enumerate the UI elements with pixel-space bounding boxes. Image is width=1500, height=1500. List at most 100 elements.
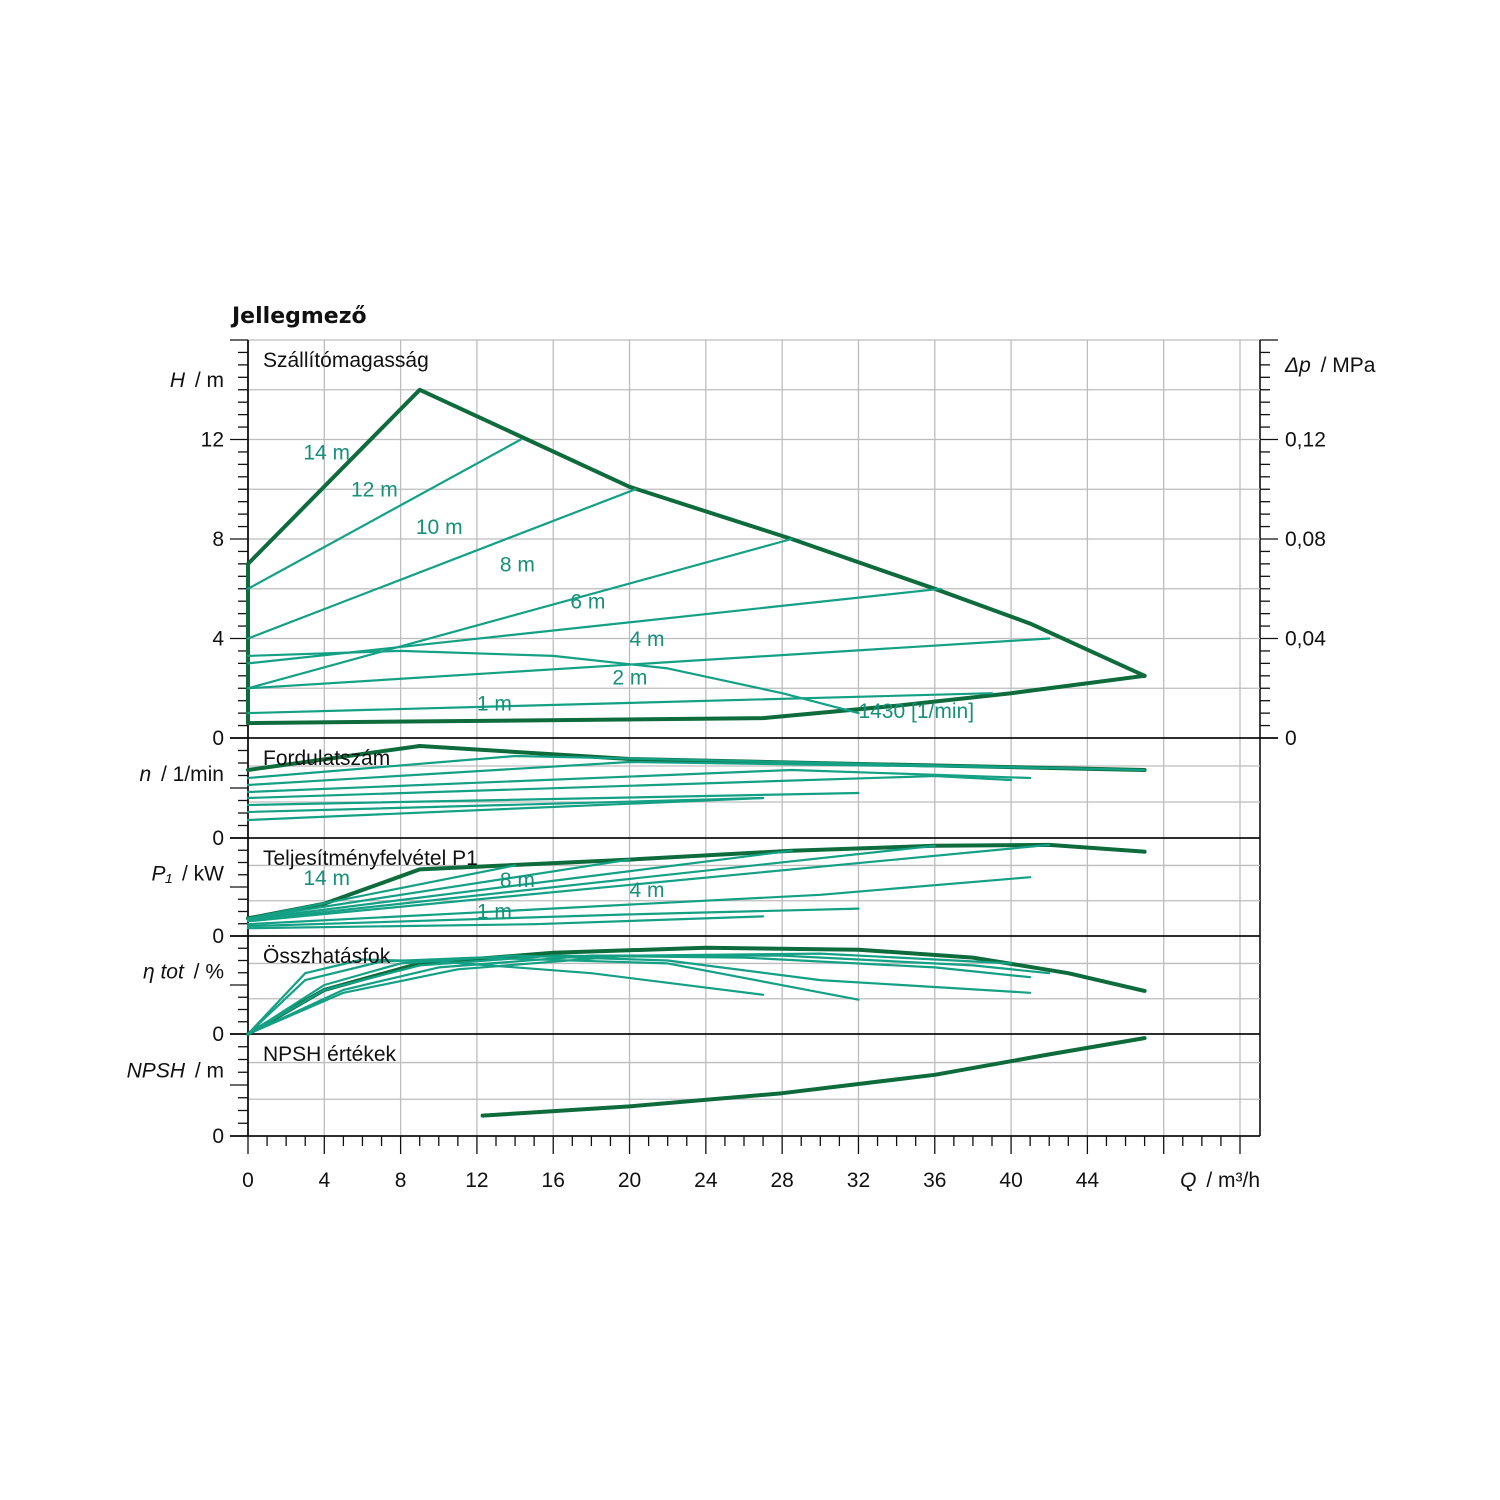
- series-line: [246, 488, 637, 640]
- series-layer: [246, 387, 1147, 1118]
- right-tick-label: 0,04: [1285, 628, 1326, 651]
- x-tick-label: 32: [847, 1169, 870, 1192]
- chart-title: Jellegmező: [230, 304, 367, 329]
- y-axis-symbol: H: [170, 369, 191, 392]
- y-axis-unit: / kW: [182, 862, 224, 885]
- y-axis-unit: / 1/min: [161, 763, 224, 786]
- x-tick-label: 40: [999, 1169, 1022, 1192]
- y-tick-label: 0: [212, 827, 224, 850]
- text-layer: 0 4 8 12 H / m Szállítómagasság 0 0,04 0,08 0,12 Δ…: [127, 349, 1376, 1192]
- curve-label: 4 m: [630, 628, 665, 651]
- x-tick-label: 12: [465, 1169, 488, 1192]
- series-line: [246, 849, 793, 921]
- y-axis-unit: / m: [195, 369, 224, 392]
- y-axis-symbol: P₁: [152, 862, 178, 885]
- series-line: [246, 438, 522, 590]
- series-line: [246, 958, 765, 1036]
- series-line: [246, 537, 793, 690]
- x-tick-label: 24: [694, 1169, 718, 1192]
- y-axis-unit: / m: [195, 1060, 224, 1083]
- series-line: [246, 952, 1013, 1036]
- x-tick-label: 28: [770, 1169, 793, 1192]
- right-axis-unit: / MPa: [1321, 354, 1376, 377]
- x-tick-label: 20: [618, 1169, 641, 1192]
- y-tick-label: 0: [212, 727, 224, 750]
- series-line: [246, 649, 860, 715]
- series-line: [246, 692, 994, 715]
- curve-label: 14 m: [303, 867, 350, 890]
- y-tick-label: 0: [212, 1125, 224, 1148]
- series-line: [246, 768, 1032, 794]
- curve-label: 14 m: [303, 441, 350, 464]
- x-axis-unit: / m³/h: [1206, 1169, 1260, 1192]
- series-line: [246, 876, 1032, 926]
- panel-title: NPSH értékek: [263, 1043, 397, 1066]
- y-axis-label: η tot / %: [143, 960, 224, 983]
- series-line: [246, 907, 860, 928]
- series-line: [246, 954, 1032, 1036]
- curve-label: 1 m: [477, 693, 512, 716]
- y-axis-symbol: η tot: [143, 960, 190, 983]
- series-line: [246, 954, 1051, 1036]
- curve-label: 10 m: [416, 516, 463, 539]
- curve-label: 8 m: [500, 869, 535, 892]
- y-axis-label: n / 1/min: [139, 763, 224, 786]
- series-line-main: [246, 387, 1147, 678]
- series-line: [246, 858, 631, 920]
- series-line-main: [246, 842, 1147, 921]
- curve-label: 2 m: [612, 667, 647, 690]
- y-axis-label: P₁ / kW: [152, 862, 225, 885]
- right-axis-label: Δp / MPa: [1284, 354, 1376, 377]
- ticks-layer: [230, 339, 1278, 1154]
- right-tick-label: 0,08: [1285, 528, 1326, 551]
- panel-title: Fordulatszám: [263, 747, 390, 770]
- x-tick-label: 36: [923, 1169, 946, 1192]
- curve-label: 12 m: [351, 479, 398, 502]
- y-tick-label: 4: [212, 628, 224, 651]
- x-tick-label: 4: [318, 1169, 330, 1192]
- right-axis-symbol: Δp: [1284, 354, 1317, 377]
- x-axis-symbol: Q: [1180, 1169, 1202, 1192]
- x-tick-label: 0: [242, 1169, 254, 1192]
- curve-label: 8 m: [500, 553, 535, 576]
- panel-title: Teljesítményfelvétel P1: [263, 847, 478, 870]
- curve-label: 1430 [1/min]: [858, 700, 974, 723]
- panel-title: Szállítómagasság: [263, 349, 429, 372]
- curve-label: 1 m: [477, 900, 512, 923]
- series-line: [246, 915, 765, 930]
- curve-label: 6 m: [570, 591, 605, 614]
- series-line: [246, 796, 765, 822]
- y-axis-label: H / m: [170, 369, 224, 392]
- series-line: [246, 843, 1051, 923]
- labels-layer: 14 m12 m10 m8 m6 m4 m2 m1 m 1430 [1/min]1…: [303, 441, 974, 923]
- x-axis-label: Q / m³/h: [1180, 1169, 1260, 1192]
- series-line: [246, 791, 860, 807]
- series-line: [246, 796, 765, 814]
- y-tick-label: 12: [201, 429, 224, 452]
- right-tick-label: 0: [1285, 727, 1297, 750]
- x-tick-label: 8: [395, 1169, 407, 1192]
- series-line: [246, 637, 1051, 690]
- y-tick-label: 0: [212, 925, 224, 948]
- y-axis-symbol: NPSH: [127, 1060, 191, 1083]
- x-tick-label: 16: [542, 1169, 565, 1192]
- series-line: [246, 864, 517, 920]
- series-line-main: [246, 673, 1147, 726]
- series-line-main: [480, 1036, 1147, 1118]
- series-line: [246, 587, 942, 665]
- series-line: [246, 760, 1051, 787]
- panel-title: Összhatásfok: [263, 945, 391, 968]
- y-tick-label: 8: [212, 528, 224, 551]
- y-axis-label: NPSH / m: [127, 1060, 224, 1083]
- x-tick-label: 44: [1076, 1169, 1100, 1192]
- series-line: [246, 954, 1032, 1036]
- grid-layer: [230, 339, 1278, 1137]
- series-line: [246, 774, 1013, 800]
- curve-label: 4 m: [630, 879, 665, 902]
- right-tick-label: 0,12: [1285, 429, 1326, 452]
- series-line: [246, 956, 860, 1036]
- y-axis-unit: / %: [194, 960, 224, 983]
- y-axis-symbol: n: [139, 763, 157, 786]
- y-tick-label: 0: [212, 1023, 224, 1046]
